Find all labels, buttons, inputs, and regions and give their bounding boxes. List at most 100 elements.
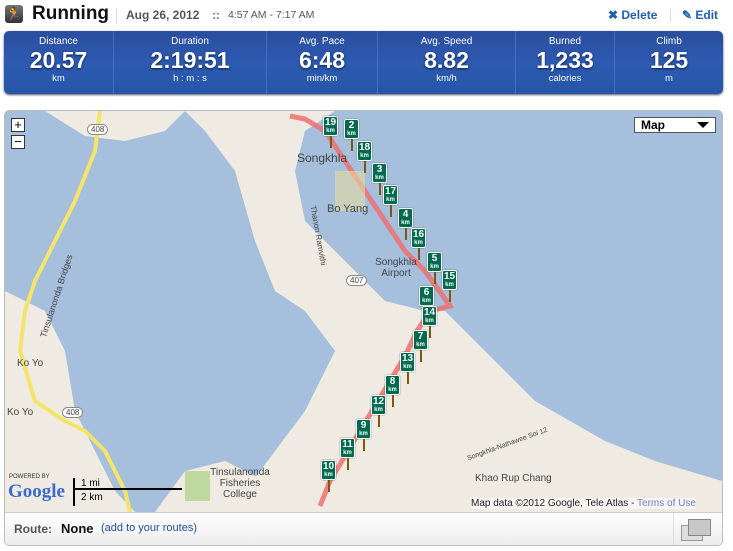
km-sign: 11 km [340,438,355,458]
km-marker[interactable]: 3 km [372,163,387,195]
page-title: Running [32,3,110,24]
marker-pole [378,183,381,195]
zoom-in-button[interactable]: + [11,118,25,132]
stat-unit: m [665,73,673,84]
land-peninsula [185,111,722,512]
km-sign: 13 km [400,352,415,372]
highway [17,111,132,512]
date-separator: :: [212,8,220,22]
map-panel: + − Map Songkhla Bo Yang Songkhla Airport K… [4,110,723,546]
marker-pole [377,415,380,427]
marker-pole [448,290,451,302]
stat-burned: Burned 1,233 calories [516,31,615,94]
powered-by: POWERED BY [9,474,50,480]
marker-pole [329,136,332,148]
marker-pole [391,395,394,407]
km-sign: 10 km [321,460,336,480]
marker-pole [362,439,365,451]
stat-label: Avg. Speed [420,36,473,47]
stat-unit: km/h [436,73,457,84]
stat-value: 8.82 [424,47,469,73]
edit-label: Edit [695,8,719,22]
marker-pole [406,372,409,384]
km-sign: 12 km [371,395,386,415]
map-type-label: Map [641,118,665,132]
land-north [45,111,185,141]
map-type-select[interactable]: Map [634,117,716,133]
stat-value: 6:48 [298,47,346,73]
route-label: Route: [14,522,52,536]
stat-avg-pace: Avg. Pace 6:48 min/km [267,31,378,94]
delete-button[interactable]: ✖ Delete [608,8,657,22]
expand-icon[interactable] [681,517,713,543]
km-marker[interactable]: 12 km [371,395,386,427]
place-label: Ko Yo [17,358,44,369]
stat-unit: h : m : s [173,73,207,84]
km-marker[interactable]: 16 km [411,228,426,260]
km-sign: 17 km [383,185,398,205]
km-sign: 5 km [427,252,442,272]
km-sign: 4 km [398,208,413,228]
km-marker[interactable]: 8 km [385,375,400,407]
stat-duration: Duration 2:19:51 h : m : s [114,31,267,94]
km-marker[interactable]: 15 km [442,270,457,302]
stat-unit: km [52,73,65,84]
km-sign: 7 km [413,330,428,350]
stat-label: Distance [39,36,78,47]
km-marker[interactable]: 9 km [356,419,371,451]
divider [116,8,117,24]
km-sign: 15 km [442,270,457,290]
km-marker[interactable]: 10 km [321,460,336,492]
add-route-link[interactable]: (add to your routes) [101,522,197,534]
scale-bar: 1 mi 2 km [73,478,182,506]
divider [673,513,674,545]
x-icon: ✖ [608,8,622,22]
map[interactable]: + − Map Songkhla Bo Yang Songkhla Airport K… [5,111,722,512]
stat-label: Climb [656,36,682,47]
divider [670,8,671,22]
stat-label: Avg. Pace [299,36,345,47]
place-label: 408 [62,407,84,418]
stat-value: 20.57 [29,47,88,73]
place-label: Bo Yang [327,203,369,215]
km-marker[interactable]: 7 km [413,330,428,362]
google-logo[interactable]: Google [8,481,65,502]
place-label: Songkhla Airport [375,257,417,279]
marker-pole [419,350,422,362]
terms-link[interactable]: Terms of Use [637,498,696,509]
stat-label: Duration [171,36,209,47]
place-label: Tinsulanonda Fisheries College [210,467,270,500]
zoom-out-button[interactable]: − [11,135,25,149]
scale-mi: 1 mi [81,478,100,489]
stat-unit: calories [548,73,582,84]
place-label: Ko Yo [7,407,34,418]
km-sign: 14 km [422,306,437,326]
stat-climb: Climb 125 m [615,31,723,94]
park-area [185,471,210,501]
place-label: 408 [87,124,109,135]
km-marker[interactable]: 4 km [398,208,413,240]
km-marker[interactable]: 6 km [419,286,434,318]
activity-time: 4:57 AM - 7:17 AM [228,9,315,21]
chevron-down-icon [697,122,709,128]
marker-pole [389,205,392,217]
marker-pole [404,228,407,240]
km-marker[interactable]: 13 km [400,352,415,384]
km-marker[interactable]: 11 km [340,438,355,470]
land-west [5,291,135,512]
km-sign: 19 km [323,116,338,136]
km-marker[interactable]: 2 km [344,119,359,151]
marker-pole [327,480,330,492]
km-marker[interactable]: 5 km [427,252,442,284]
map-copyright: Map data ©2012 Google, Tele Atlas - Term… [471,498,696,509]
km-marker[interactable]: 17 km [383,185,398,217]
km-marker[interactable]: 18 km [357,141,372,173]
place-label: Songkhla [297,151,348,165]
delete-label: Delete [621,8,658,22]
map-canvas [5,111,722,512]
km-marker[interactable]: 19 km [323,116,338,148]
km-marker[interactable]: 14 km [422,306,437,338]
edit-button[interactable]: ✎ Edit [682,8,718,22]
activity-date: Aug 26, 2012 [126,8,200,22]
